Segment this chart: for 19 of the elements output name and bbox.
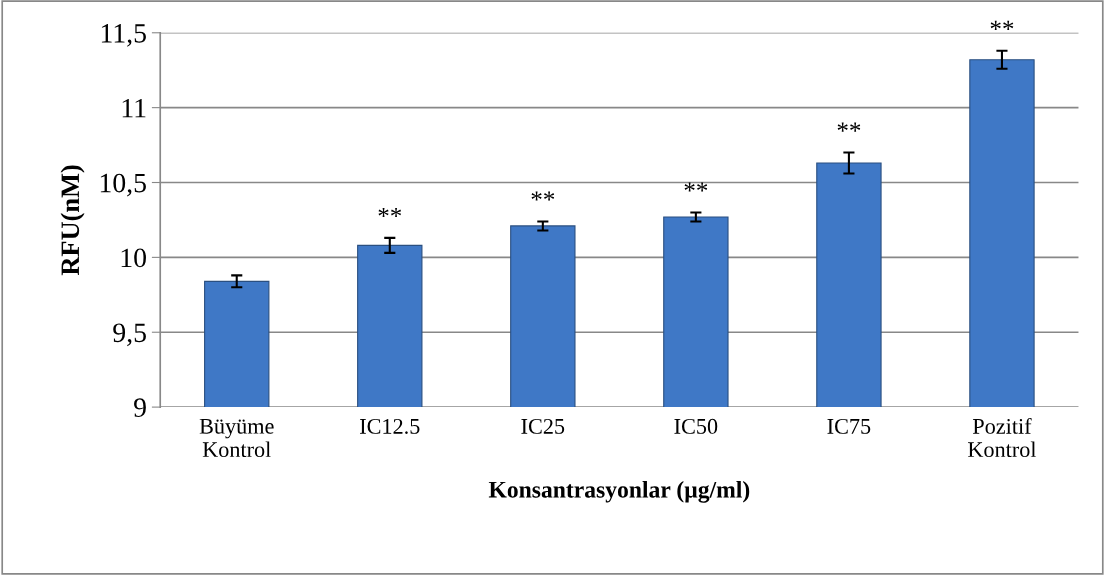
y-tick-label: 10 [121, 248, 146, 268]
y-tick-label: 9,5 [113, 323, 146, 347]
x-tick-label: Büyüme Kontrol [199, 419, 274, 458]
y-tick-label: 9 [134, 398, 146, 418]
x-tick-label: Pozitif Kontrol [968, 417, 1037, 458]
x-tick-label: IC50 [674, 418, 718, 434]
x-tick-label: IC25 [521, 418, 565, 434]
y-tick-label: 11 [122, 98, 146, 118]
annotation: ** [837, 122, 861, 132]
x-axis-title: Konsantrasyonlar (µg/ml) [488, 481, 750, 503]
y-tick-label: 11,5 [101, 24, 146, 47]
annotation: ** [531, 191, 555, 201]
annotation: ** [990, 20, 1014, 30]
x-tick-label: IC12.5 [360, 418, 420, 434]
y-tick-label: 10,5 [100, 173, 146, 197]
y-axis-title: RFU(nM) [60, 165, 85, 276]
x-tick-label: IC75 [827, 418, 871, 434]
annotation: ** [378, 207, 402, 218]
annotation: ** [684, 182, 708, 192]
